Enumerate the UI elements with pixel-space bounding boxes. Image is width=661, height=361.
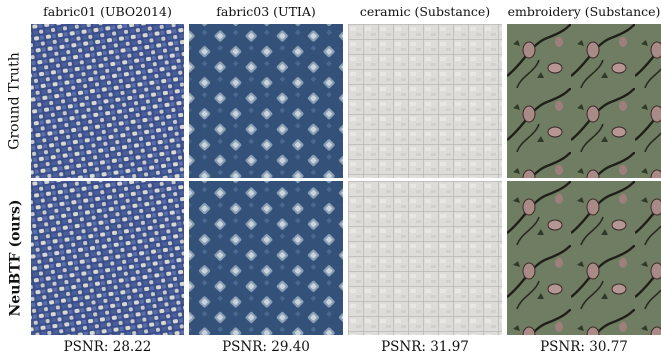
row-label-neubtf: NeuBTF (ours) xyxy=(3,181,27,335)
row-label-ground-truth-text: Ground Truth xyxy=(7,52,24,150)
row-label-neubtf-text: NeuBTF (ours) xyxy=(7,199,24,317)
psnr-ceramic: PSNR: 31.97 xyxy=(381,339,469,355)
column-title-embroidery: embroidery (Substance) xyxy=(507,4,661,19)
gt-embroidery-image xyxy=(507,24,661,178)
neubtf-fabric01-image xyxy=(31,181,184,335)
gt-fabric01-image xyxy=(31,24,184,178)
column-title-ceramic: ceramic (Substance) xyxy=(359,4,491,19)
column-title-fabric03: fabric03 (UTIA) xyxy=(216,4,316,19)
row-label-ground-truth: Ground Truth xyxy=(3,24,27,178)
column-title-fabric01: fabric01 (UBO2014) xyxy=(43,4,172,19)
neubtf-ceramic-image xyxy=(348,181,502,335)
psnr-embroidery: PSNR: 30.77 xyxy=(540,339,628,355)
gt-fabric03-image xyxy=(189,24,343,178)
neubtf-fabric03-image xyxy=(189,181,343,335)
psnr-fabric01: PSNR: 28.22 xyxy=(63,339,152,355)
neubtf-embroidery-image xyxy=(507,181,661,335)
psnr-fabric03: PSNR: 29.40 xyxy=(222,339,310,355)
gt-ceramic-image xyxy=(348,24,502,178)
